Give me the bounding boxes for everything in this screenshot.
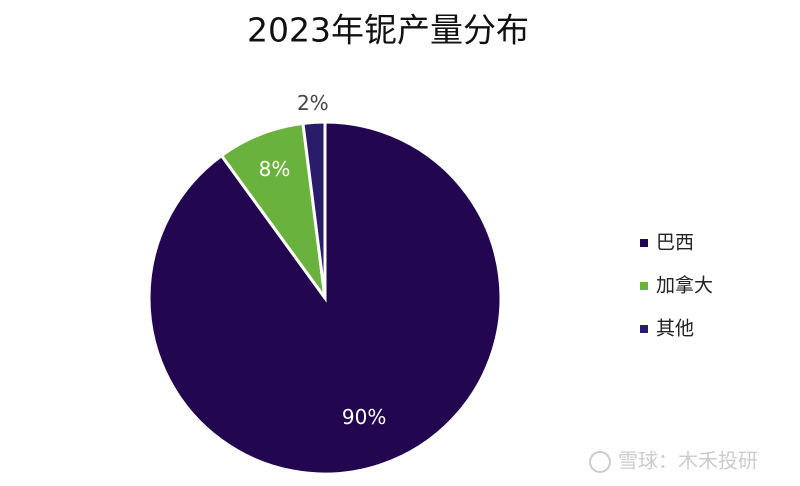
pie-slice <box>147 120 503 476</box>
legend-marker <box>640 282 648 290</box>
pie-slice <box>219 121 327 299</box>
pie-slice <box>301 120 327 299</box>
legend-label: 巴西 <box>656 232 694 254</box>
data-label: 2% <box>297 91 329 115</box>
watermark-icon <box>589 451 611 473</box>
data-label: 8% <box>259 157 291 181</box>
legend-label: 加拿大 <box>656 274 713 297</box>
legend-marker <box>640 239 648 247</box>
legend-label: 其他 <box>656 318 694 340</box>
legend-marker <box>640 325 648 333</box>
data-label: 90% <box>342 405 386 429</box>
chart-title: 2023年铌产量分布 <box>247 11 529 50</box>
watermark: 雪球：木禾投研 <box>618 449 758 473</box>
